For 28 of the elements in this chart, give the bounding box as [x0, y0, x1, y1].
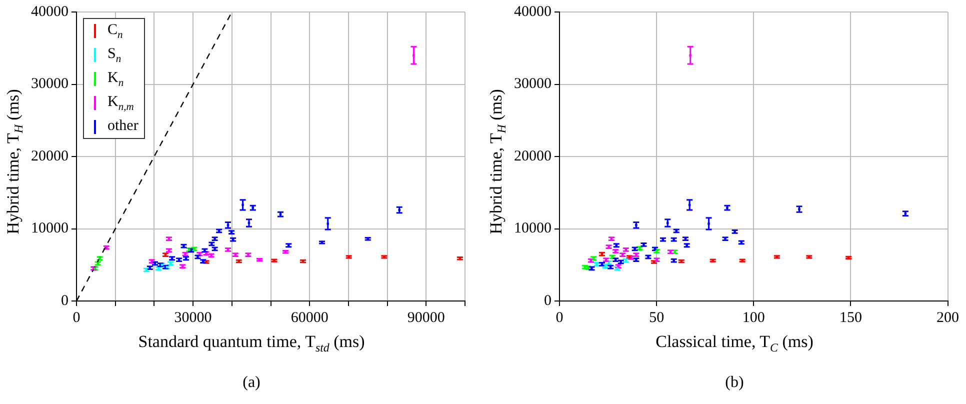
x-tick-label: 30000: [174, 310, 212, 326]
x-tick-label: 0: [72, 310, 80, 326]
y-tick-label: 20000: [31, 148, 68, 164]
legend-label: C$_{n}$: [108, 22, 123, 41]
x-tick-label: 50: [649, 310, 664, 326]
y-tick-label: 40000: [31, 4, 68, 20]
legend-label: S$_{n}$: [108, 46, 122, 65]
y-tick-label: 0: [61, 292, 68, 309]
y-tick-label: 30000: [31, 76, 68, 92]
x-tick-label: 60000: [290, 310, 328, 326]
x-tick-label: 150: [839, 310, 862, 326]
y-tick-label: 20000: [514, 148, 552, 164]
legend-label: other: [108, 118, 138, 134]
y-tick-label: 0: [544, 292, 552, 309]
x-axis-title: Standard quantum time, T$_{std}$ (ms): [137, 332, 366, 356]
legend-label: K$_{n,m}$: [108, 94, 134, 113]
y-tick-label: 10000: [31, 220, 68, 237]
text: (a): [242, 374, 262, 392]
x-axis-title: Classical time, T$_{C}$ (ms): [654, 332, 814, 356]
x-tick-label: 0: [556, 310, 564, 326]
legend-label: K$_{n}$: [108, 70, 124, 89]
x-tick-label: 200: [936, 310, 959, 326]
x-tick-label: 100: [742, 310, 765, 326]
text: (b): [724, 374, 745, 392]
x-tick-label: 90000: [407, 310, 445, 326]
y-tick-label: 10000: [514, 220, 552, 237]
y-tick-label: 40000: [514, 4, 552, 20]
y-tick-label: 30000: [514, 76, 552, 92]
